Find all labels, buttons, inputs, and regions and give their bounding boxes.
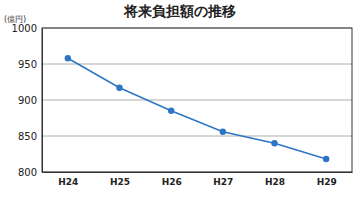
x-tick-label: H28 <box>265 177 285 187</box>
x-tick: H24 <box>58 172 78 187</box>
y-tick: 950 <box>18 59 42 70</box>
x-tick-label: H29 <box>317 177 337 187</box>
grid-line <box>42 64 352 65</box>
grid-line <box>42 136 352 137</box>
plot-frame <box>42 28 352 172</box>
x-tick: H27 <box>213 172 233 187</box>
marker <box>323 156 329 162</box>
y-tick-label: 850 <box>18 131 37 142</box>
x-axis: H24 H25 H26 H27 H28 H29 <box>43 172 353 187</box>
series <box>65 55 330 162</box>
y-tick-label: 950 <box>18 59 37 70</box>
grid-line <box>42 100 352 101</box>
x-tick-label: H26 <box>162 177 182 187</box>
marker <box>220 128 226 134</box>
marker <box>116 85 122 91</box>
x-tick: H29 <box>317 172 337 187</box>
y-tick: 900 <box>18 95 42 106</box>
x-tick-label: H25 <box>110 177 130 187</box>
title: 将来負担額の推移 <box>123 3 236 19</box>
marker <box>271 140 277 146</box>
y-tick-label: 1000 <box>12 23 37 34</box>
y-tick-label: 800 <box>18 167 37 178</box>
x-tick: H26 <box>162 172 182 187</box>
y-tick: 1000 <box>12 23 42 34</box>
y-tick: 850 <box>18 131 42 142</box>
plot: 800 850 900 950 1000 H24 H25 H26 H27 H28 H29 <box>12 23 353 188</box>
marker <box>65 55 71 61</box>
y-tick-label: 900 <box>18 95 37 106</box>
y-axis: 800 850 900 950 1000 <box>12 23 43 178</box>
x-tick: H28 <box>265 172 285 187</box>
y-tick: 800 <box>18 167 42 178</box>
line <box>68 58 326 159</box>
marker <box>168 108 174 114</box>
chart: 将来負担額の推移(億円)8008509009501000H24H25H26H27… <box>0 0 360 197</box>
x-tick: H25 <box>110 172 130 187</box>
grid <box>42 28 352 172</box>
x-tick-label: H27 <box>213 177 233 187</box>
x-tick-label: H24 <box>58 177 78 187</box>
